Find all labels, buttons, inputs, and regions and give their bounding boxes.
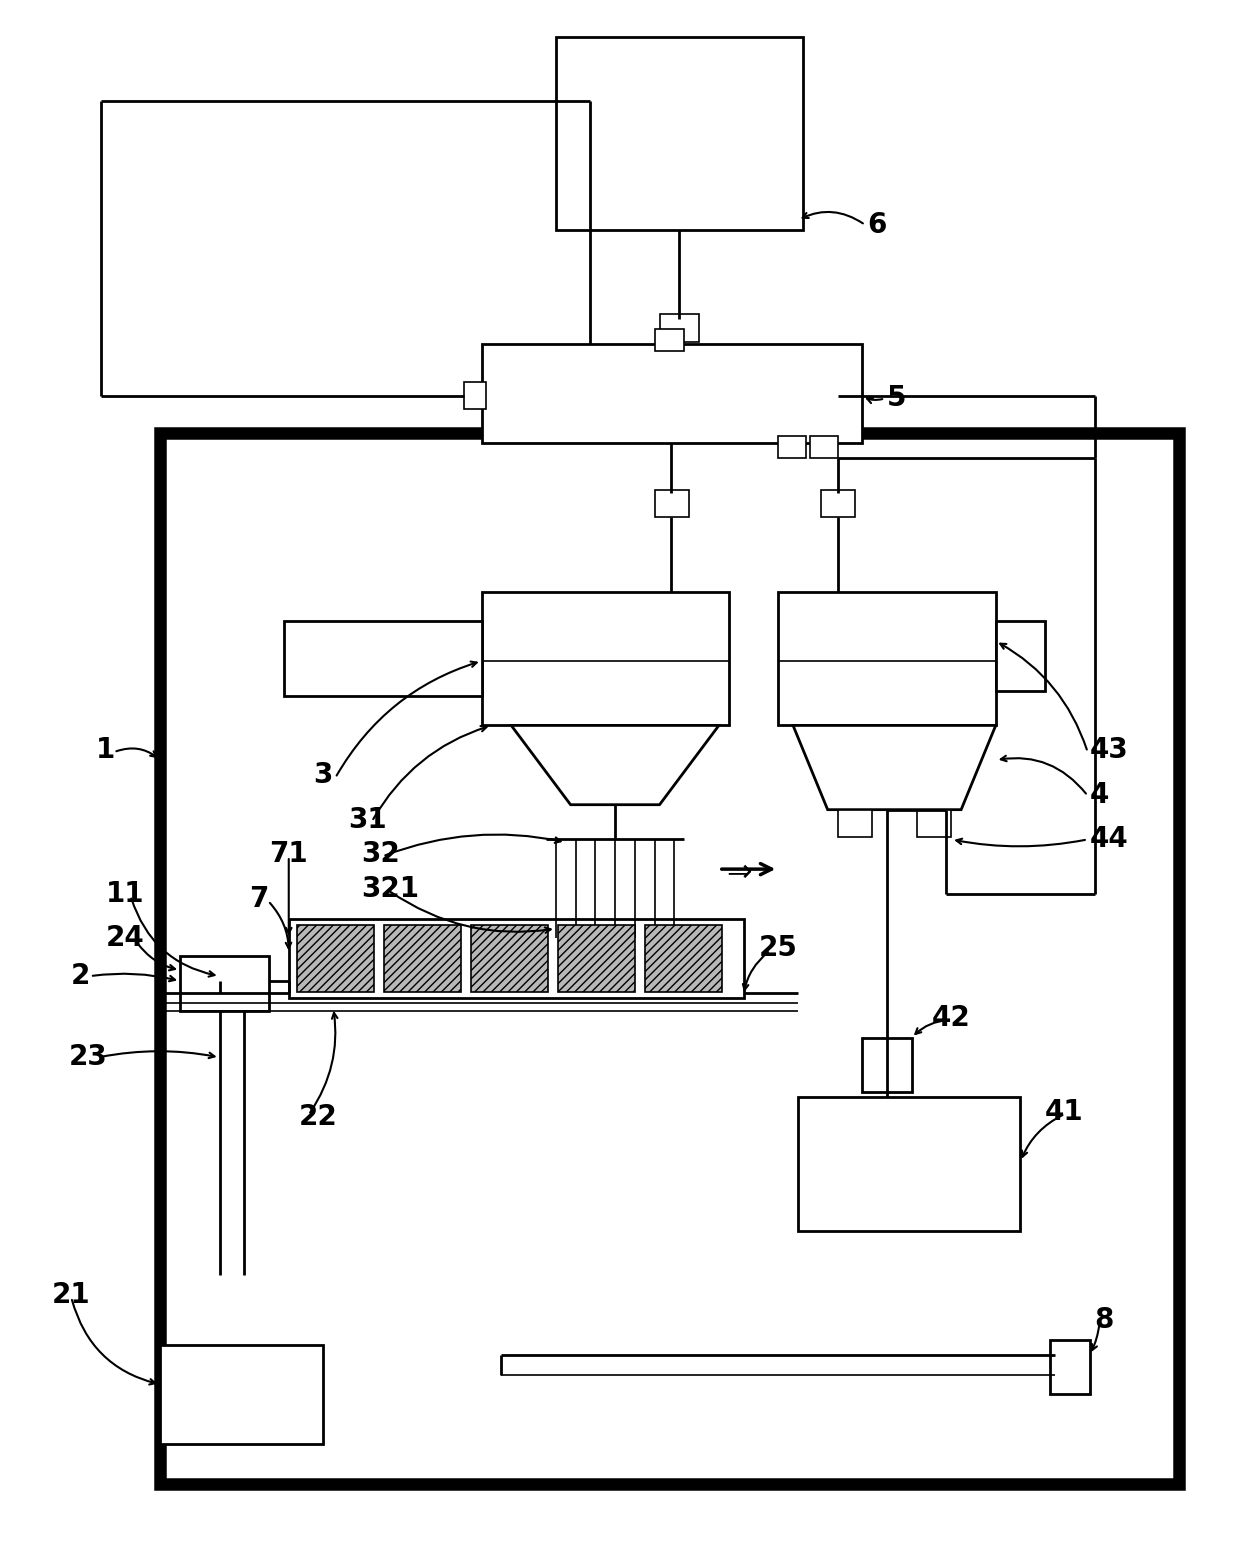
- Bar: [471, 924, 548, 992]
- Bar: [481, 345, 862, 443]
- Text: 1: 1: [95, 737, 115, 765]
- Text: 24: 24: [105, 924, 145, 953]
- Text: 2: 2: [71, 963, 91, 990]
- Text: 31: 31: [348, 805, 387, 834]
- Bar: [862, 1038, 911, 1092]
- Text: 7: 7: [249, 885, 269, 913]
- Text: 25: 25: [759, 935, 797, 963]
- Bar: [296, 924, 373, 992]
- Bar: [160, 433, 1179, 1483]
- Bar: [779, 436, 806, 457]
- Text: 42: 42: [931, 1004, 970, 1032]
- Text: 321: 321: [361, 874, 419, 902]
- Bar: [821, 490, 856, 518]
- Bar: [383, 924, 461, 992]
- Text: 6: 6: [867, 212, 887, 239]
- Bar: [558, 924, 635, 992]
- Text: 21: 21: [51, 1281, 91, 1309]
- Bar: [655, 329, 684, 351]
- Polygon shape: [511, 726, 719, 805]
- Bar: [556, 37, 804, 230]
- Bar: [837, 810, 872, 837]
- Bar: [799, 1097, 1021, 1231]
- Text: 3: 3: [314, 762, 332, 789]
- Text: 22: 22: [299, 1103, 337, 1131]
- Bar: [1050, 1340, 1090, 1394]
- Text: 71: 71: [269, 840, 308, 868]
- Bar: [645, 924, 722, 992]
- Bar: [779, 592, 996, 726]
- Polygon shape: [794, 726, 996, 810]
- Text: 44: 44: [1090, 825, 1128, 853]
- Text: 8: 8: [1095, 1306, 1114, 1333]
- Text: 32: 32: [361, 840, 399, 868]
- Bar: [180, 956, 269, 1010]
- Bar: [660, 314, 699, 341]
- Text: 43: 43: [1090, 737, 1128, 765]
- Bar: [284, 621, 481, 695]
- Bar: [916, 810, 951, 837]
- Bar: [464, 382, 486, 409]
- Bar: [996, 621, 1045, 691]
- Text: 4: 4: [1090, 780, 1109, 808]
- Text: ⇒: ⇒: [725, 857, 751, 887]
- Text: 5: 5: [887, 385, 906, 413]
- Bar: [289, 919, 744, 998]
- Bar: [481, 592, 729, 726]
- Bar: [160, 1344, 324, 1445]
- Text: 23: 23: [68, 1043, 107, 1071]
- Text: 11: 11: [105, 881, 144, 908]
- Bar: [810, 436, 837, 457]
- Bar: [655, 490, 689, 518]
- Text: 41: 41: [1045, 1098, 1084, 1126]
